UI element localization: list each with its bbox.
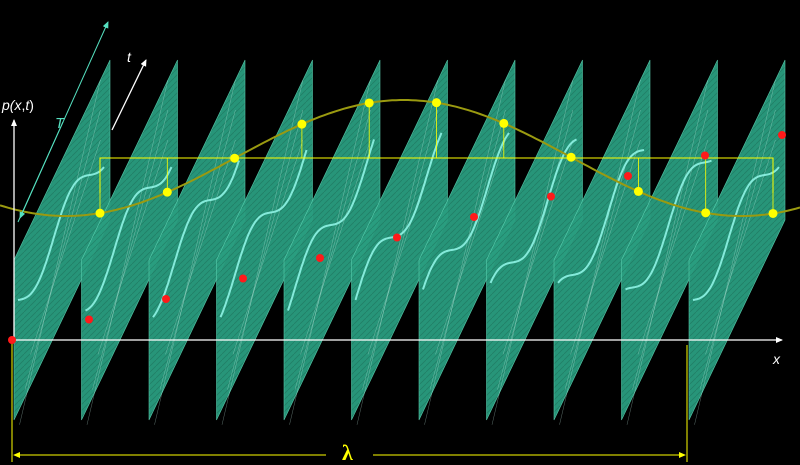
panel-guide (232, 139, 304, 355)
panel-guide (227, 109, 304, 390)
yellow-point (633, 186, 643, 196)
period-arrow-back (19, 121, 64, 219)
panel-guide (19, 79, 101, 425)
panel-guide (165, 139, 236, 355)
time-panel (688, 59, 786, 425)
yellow-point (701, 208, 711, 218)
p-axis-label: p(x,t) (1, 97, 34, 113)
yellow-point (499, 118, 509, 128)
panel-guide (637, 139, 709, 355)
red-point (778, 131, 786, 139)
yellow-point (364, 98, 374, 108)
red-point (85, 315, 93, 324)
panel-wave (219, 149, 308, 318)
yellow-point (162, 187, 172, 197)
t-axis-label: t (127, 49, 132, 65)
panel-wave (17, 166, 105, 301)
red-point (701, 151, 709, 160)
panel-guide (221, 79, 304, 425)
t-axis (111, 59, 147, 131)
red-point (316, 254, 324, 262)
yellow-point (768, 208, 778, 218)
panel-guide (497, 109, 574, 390)
time-panel (216, 59, 313, 425)
panel-guide (429, 109, 506, 390)
panel-wave (85, 166, 173, 312)
panel-guide (86, 79, 169, 425)
panel-guide (626, 79, 709, 425)
panel-guide (564, 109, 641, 390)
yellow-point (566, 152, 576, 162)
panel-guide (435, 139, 506, 355)
panel-guide (154, 79, 236, 425)
panel-guide (289, 79, 371, 425)
sample-points (8, 98, 786, 344)
time-panel (283, 59, 381, 425)
traveling-wave (0, 99, 800, 217)
red-point (547, 192, 555, 201)
period-label: T (55, 115, 66, 132)
yellow-point (95, 208, 105, 218)
panel-guide (694, 79, 776, 425)
panel-guide (356, 79, 439, 425)
panel-guide (24, 109, 101, 390)
red-point (470, 213, 478, 221)
panel-guide (699, 109, 776, 390)
wavelength-label: λ (342, 440, 353, 465)
panel-guide (424, 79, 506, 425)
time-panel (418, 59, 516, 425)
panel-wave (422, 132, 510, 290)
time-panels (13, 59, 786, 425)
panel-guide (300, 139, 371, 355)
panel-guide (491, 79, 574, 425)
panel-guide (559, 79, 641, 425)
panel-guide (632, 109, 709, 390)
time-panel (81, 59, 178, 425)
red-point (8, 336, 16, 344)
panel-guide (502, 139, 574, 355)
x-axis-label: x (772, 351, 781, 367)
red-point (239, 274, 247, 283)
panel-wave (287, 139, 375, 311)
panel-guide (159, 109, 236, 390)
red-point (162, 295, 170, 303)
panel-wave (625, 159, 712, 291)
red-point (393, 233, 401, 242)
panel-guide (92, 109, 169, 390)
red-point (624, 172, 632, 180)
panel-guide (294, 109, 371, 390)
panel-wave (692, 166, 780, 301)
panel-guide (362, 109, 439, 390)
panel-wave (152, 160, 240, 318)
panel-guide (97, 139, 169, 355)
panel-face (688, 59, 786, 421)
time-panel (13, 59, 111, 425)
yellow-point (230, 153, 240, 163)
overlay-lines (0, 99, 800, 217)
yellow-point (432, 98, 441, 108)
yellow-point (297, 119, 307, 129)
